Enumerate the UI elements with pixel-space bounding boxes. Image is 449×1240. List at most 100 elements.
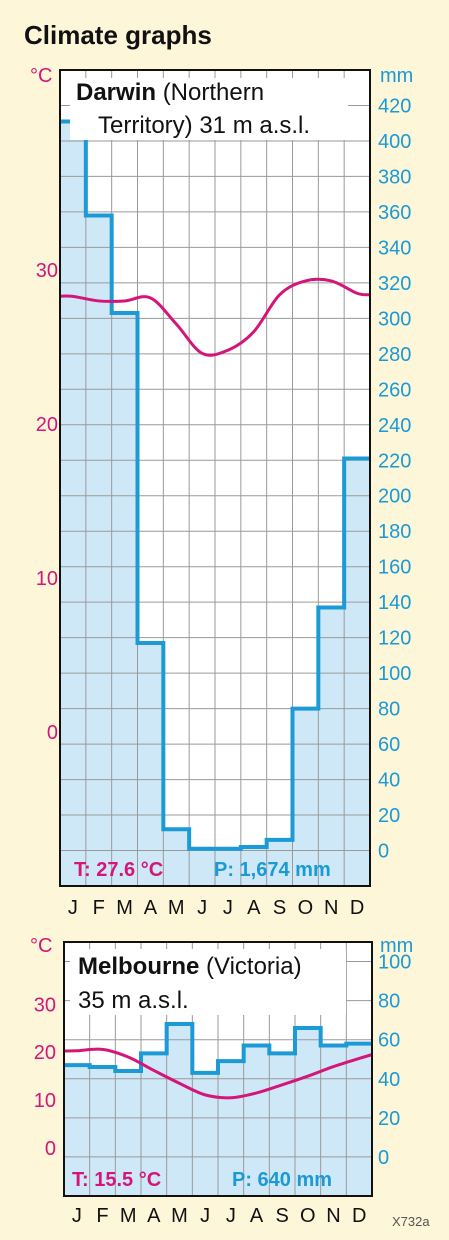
melbourne-precip-tick-label: 80 [378,991,400,1013]
melbourne-frame [63,941,373,1197]
melbourne-precip-bar [346,1043,372,1196]
melbourne-month-label: S [275,1205,288,1227]
melbourne-station-name: Melbourne [78,953,199,980]
melbourne-temp-line [63,1047,373,1100]
melbourne-station-elevation: 35 m a.s.l. [78,987,189,1014]
melbourne-precip-bar [64,1065,90,1196]
darwin-precip-tick-label: 180 [378,521,411,543]
darwin-precip-bar [215,848,241,886]
darwin-temp-tick-label: 10 [36,568,58,590]
melbourne-month-label: F [96,1205,108,1227]
darwin-precip-bar [344,458,370,886]
melbourne-precip-bar [89,1067,116,1196]
melbourne-station-title: Melbourne (Victoria) [78,953,302,980]
darwin-precip-tick-label: 40 [378,770,400,792]
darwin-temp-tick-label: 0 [47,722,58,744]
melbourne-precip-tick-label: 40 [378,1069,400,1091]
darwin-month-label: N [324,897,338,919]
darwin-frame [59,69,371,887]
darwin-month-label: D [350,897,364,919]
melbourne-month-label: A [250,1205,264,1227]
darwin-precip-tick-label: 260 [378,379,411,401]
melbourne-precip-tick-label: 20 [378,1108,400,1130]
darwin-precip-tick-label: 60 [378,734,400,756]
melbourne-precip-ticks: 0 20 40 60 80 100 [378,952,411,1169]
melbourne-precip-bar [141,1053,167,1196]
darwin-month-label: S [273,897,286,919]
darwin-precip-tick-label: 340 [378,237,411,259]
melbourne-month-label: J [200,1205,210,1227]
darwin-precip-ticks: 0 20 40 60 80 100 120 140 160 180 200 220 240 260 280 3… [378,95,411,862]
darwin-temp-tick-label: 20 [36,414,58,436]
darwin-month-label: F [93,897,105,919]
darwin-month-label: A [144,897,158,919]
darwin-climate-graph: °C mm 0 10 20 30 0 20 40 60 80 100 120 140 160 180 20… [30,65,413,919]
melbourne-temp-tick-label: 0 [45,1138,56,1160]
darwin-label-box [70,78,348,140]
darwin-month-label: J [68,897,78,919]
melbourne-month-label: D [352,1205,366,1227]
darwin-month-label: J [197,897,207,919]
darwin-precip-summary: P: 1,674 mm [214,859,331,881]
darwin-precip-bar [292,708,319,886]
darwin-precip-line [60,119,370,851]
darwin-temp-tick-label: 30 [36,260,58,282]
darwin-precip-tick-label: 360 [378,202,411,224]
darwin-station-title: Darwin (Northern [76,79,264,106]
melbourne-precip-tick-label: 60 [378,1030,400,1052]
melbourne-month-label: N [326,1205,340,1227]
darwin-precip-bar [240,846,267,886]
melbourne-precip-bar [218,1061,244,1196]
darwin-precip-bar [163,829,190,886]
melbourne-precip-bar [295,1027,321,1196]
darwin-precip-unit: mm [380,65,413,87]
darwin-station-region: (Northern [163,79,264,106]
darwin-precip-tick-label: 320 [378,273,411,295]
melbourne-precip-bar [115,1070,141,1196]
darwin-precip-tick-label: 200 [378,486,411,508]
darwin-month-label: A [247,897,261,919]
darwin-station-elevation: Territory) 31 m a.s.l. [98,112,310,139]
figure-code: X732a [392,1214,430,1229]
darwin-precip-tick-label: 380 [378,166,411,188]
melbourne-temp-tick-label: 20 [34,1042,56,1064]
darwin-precip-tick-label: 400 [378,131,411,153]
melbourne-month-label: A [147,1205,161,1227]
darwin-precip-tick-label: 240 [378,415,411,437]
melbourne-temp-ticks: 0 10 20 30 [34,994,56,1160]
darwin-precip-tick-label: 0 [378,841,389,863]
melbourne-station-region: (Victoria) [206,953,302,980]
darwin-precip-tick-label: 300 [378,308,411,330]
darwin-temp-ticks: 0 10 20 30 [36,260,58,744]
darwin-precip-bar [60,121,86,886]
darwin-temp-unit: °C [30,65,52,87]
darwin-precip-bar [318,607,345,886]
melbourne-temp-summary: T: 15.5 °C [72,1169,161,1191]
darwin-precip-tick-label: 160 [378,557,411,579]
darwin-precip-tick-label: 80 [378,699,400,721]
darwin-temp-summary: T: 27.6 °C [74,859,163,881]
darwin-precip-bar [111,313,138,886]
melbourne-precip-bar [269,1053,295,1196]
melbourne-temp-unit: °C [30,935,52,957]
melbourne-month-label: O [300,1205,316,1227]
melbourne-precip-line [64,1022,372,1075]
melbourne-precip-bar [243,1045,270,1196]
darwin-precip-tick-label: 220 [378,450,411,472]
darwin-station-name: Darwin [76,79,156,106]
darwin-precip-bar [189,848,215,886]
melbourne-label-box [70,949,346,1015]
melbourne-precip-summary: P: 640 mm [232,1169,332,1191]
melbourne-month-label: J [72,1205,82,1227]
melbourne-temp-tick-label: 10 [34,1090,56,1112]
darwin-month-label: O [298,897,314,919]
darwin-precip-tick-label: 420 [378,95,411,117]
darwin-month-label: M [116,897,133,919]
melbourne-precip-tick-label: 100 [378,952,411,974]
melbourne-precip-tick-label: 0 [378,1147,389,1169]
melbourne-temp-tick-label: 30 [34,994,56,1016]
